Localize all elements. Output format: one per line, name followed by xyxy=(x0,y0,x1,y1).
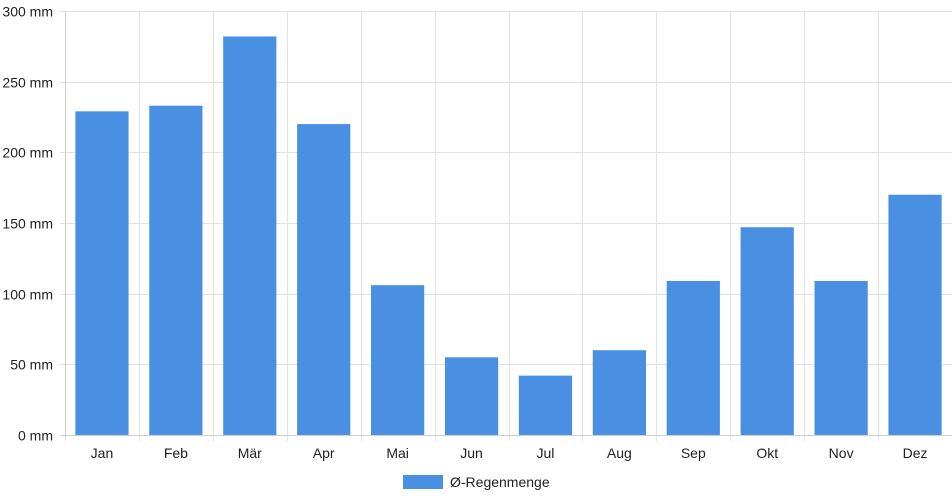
y-tick-label: 100 mm xyxy=(2,287,53,303)
x-tick-label: Sep xyxy=(681,445,706,461)
bar-nov[interactable] xyxy=(814,280,868,435)
x-tick-label: Jan xyxy=(91,445,114,461)
bar-sep[interactable] xyxy=(666,280,720,435)
x-tick-label: Okt xyxy=(756,445,778,461)
axes xyxy=(60,11,952,436)
bar-apr[interactable] xyxy=(297,124,351,436)
y-tick-label: 150 mm xyxy=(2,216,53,232)
x-tick-label: Dez xyxy=(903,445,928,461)
bar-dez[interactable] xyxy=(888,194,942,435)
x-tick-label: Mär xyxy=(238,445,262,461)
y-tick-label: 250 mm xyxy=(2,75,53,91)
y-tick-label: 300 mm xyxy=(2,4,53,20)
y-tick-labels: 0 mm 50 mm 100 mm 150 mm 200 mm 250 mm 300 mm xyxy=(2,4,53,444)
bar-jun[interactable] xyxy=(444,357,499,435)
bar-feb[interactable] xyxy=(149,105,203,436)
legend-label[interactable]: Ø-Regenmenge xyxy=(450,474,550,490)
y-tick-label: 50 mm xyxy=(10,357,53,373)
legend-swatch[interactable] xyxy=(403,475,443,489)
bar-okt[interactable] xyxy=(740,227,794,435)
legend[interactable]: Ø-Regenmenge xyxy=(403,474,550,490)
grid-lines xyxy=(60,11,952,441)
bar-mär[interactable] xyxy=(223,36,277,435)
x-tick-label: Apr xyxy=(313,445,335,461)
bar-aug[interactable] xyxy=(592,350,646,435)
x-tick-labels: Jan Feb Mär Apr Mai Jun Jul Aug Sep Okt Nov Dez xyxy=(91,445,928,461)
x-tick-label: Jul xyxy=(537,445,555,461)
bar-jan[interactable] xyxy=(75,111,129,435)
x-tick-label: Aug xyxy=(607,445,632,461)
y-tick-label: 0 mm xyxy=(18,428,53,444)
bar-mai[interactable] xyxy=(371,285,425,435)
bar-jul[interactable] xyxy=(518,375,573,435)
x-tick-label: Nov xyxy=(829,445,854,461)
y-tick-label: 200 mm xyxy=(2,145,53,161)
x-tick-label: Jun xyxy=(460,445,483,461)
x-tick-label: Feb xyxy=(164,445,188,461)
bars xyxy=(75,36,942,436)
x-tick-label: Mai xyxy=(386,445,409,461)
